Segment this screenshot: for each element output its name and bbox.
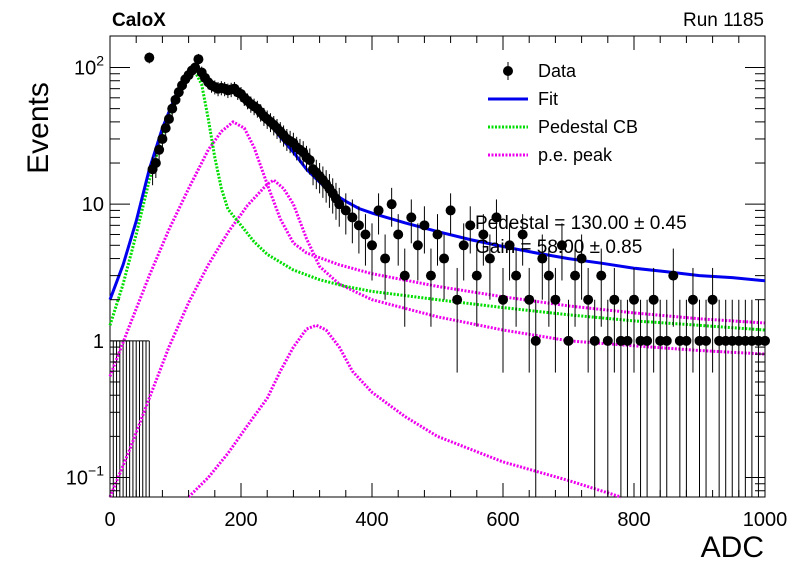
data-point: [491, 212, 502, 223]
data-point: [144, 52, 155, 63]
x-tick-label: 400: [355, 509, 388, 531]
legend: Data Fit Pedestal CB p.e. peak: [488, 61, 638, 165]
data-point: [622, 335, 633, 346]
data-point: [452, 294, 463, 305]
data-point: [170, 94, 181, 105]
y-tick-label: 10: [82, 194, 104, 216]
data-point: [648, 294, 659, 305]
data-point: [353, 220, 364, 231]
x-axis-title: ADC: [701, 531, 764, 564]
data-point: [347, 212, 358, 223]
x-tick-label: 800: [617, 509, 650, 531]
data-point: [425, 270, 436, 281]
data-point: [386, 199, 397, 210]
legend-fit-label: Fit: [538, 89, 558, 109]
data-point: [583, 294, 594, 305]
data-point: [556, 240, 567, 251]
data-point: [445, 205, 456, 216]
data-point: [543, 270, 554, 281]
x-tick-label: 1000: [743, 509, 788, 531]
y-tick-label: 1: [93, 331, 104, 353]
data-point: [432, 229, 443, 240]
data-point: [412, 240, 423, 251]
data-point: [439, 253, 450, 264]
data-point: [399, 270, 410, 281]
data-point: [163, 113, 174, 124]
data-point: [334, 199, 345, 210]
data-point: [707, 294, 718, 305]
data-point: [471, 270, 482, 281]
legend-data-label: Data: [538, 61, 577, 81]
data-point: [524, 294, 535, 305]
data-point: [360, 229, 371, 240]
data-point: [498, 294, 508, 305]
data-point: [609, 294, 620, 305]
data-point: [530, 335, 541, 346]
data-point: [373, 205, 384, 216]
data-point: [589, 335, 600, 346]
data-point: [304, 155, 315, 166]
data-point: [517, 229, 528, 240]
pedestal-cb-layer: [108, 69, 766, 332]
x-tick-label: 600: [486, 509, 519, 531]
data-point: [687, 294, 698, 305]
data-point: [419, 220, 430, 231]
data-point: [511, 270, 522, 281]
x-tick-label: 200: [224, 509, 257, 531]
data-point: [458, 240, 469, 251]
run-label: Run 1185: [683, 10, 764, 31]
data-point: [701, 335, 712, 346]
data-point: [576, 253, 587, 264]
data-point: [681, 335, 692, 346]
data-point: [157, 133, 168, 144]
data-point: [596, 270, 607, 281]
data-point: [160, 123, 171, 134]
y-tick-label: 102: [74, 52, 104, 79]
data-point: [629, 294, 639, 305]
data-point: [380, 253, 391, 264]
y-axis-title: Events: [22, 82, 55, 174]
data-point: [478, 229, 489, 240]
y-axis-ticks: 10−1 1 10 102: [66, 52, 765, 492]
pe-peak-curve-3: [187, 323, 622, 499]
legend-pe-label: p.e. peak: [538, 145, 613, 165]
data-point: [193, 54, 204, 65]
y-tick-label: 10−1: [66, 463, 104, 490]
x-tick-label: 0: [104, 509, 115, 531]
data-point: [668, 270, 679, 281]
data-point: [642, 335, 653, 346]
data-layer: [144, 52, 770, 497]
data-point: [550, 294, 561, 305]
data-point: [406, 212, 417, 223]
x-axis-ticks: 0 200 400 600 800 1000: [104, 36, 787, 531]
data-point: [602, 335, 613, 346]
data-point: [563, 335, 574, 346]
plot-frame: [109, 35, 766, 498]
legend-data-marker: [503, 66, 513, 76]
data-point: [154, 144, 165, 155]
data-point: [465, 220, 476, 231]
data-point: [661, 335, 672, 346]
data-point: [367, 240, 377, 251]
gain-param: Gain = 58.00 ± 0.85: [475, 237, 642, 258]
pedestal-param: Pedestal = 130.00 ± 0.45: [475, 213, 687, 234]
data-point: [393, 229, 404, 240]
experiment-label: CaloX: [112, 10, 166, 31]
data-point: [570, 270, 581, 281]
low-bins-layer: [109, 340, 150, 497]
data-point: [150, 158, 161, 169]
data-point: [484, 253, 495, 264]
data-point: [167, 103, 178, 114]
data-point: [504, 240, 515, 251]
legend-pedestal-label: Pedestal CB: [538, 117, 638, 137]
data-point: [537, 253, 548, 264]
pedestal-cb-curve: [108, 69, 766, 332]
data-point: [340, 205, 351, 216]
